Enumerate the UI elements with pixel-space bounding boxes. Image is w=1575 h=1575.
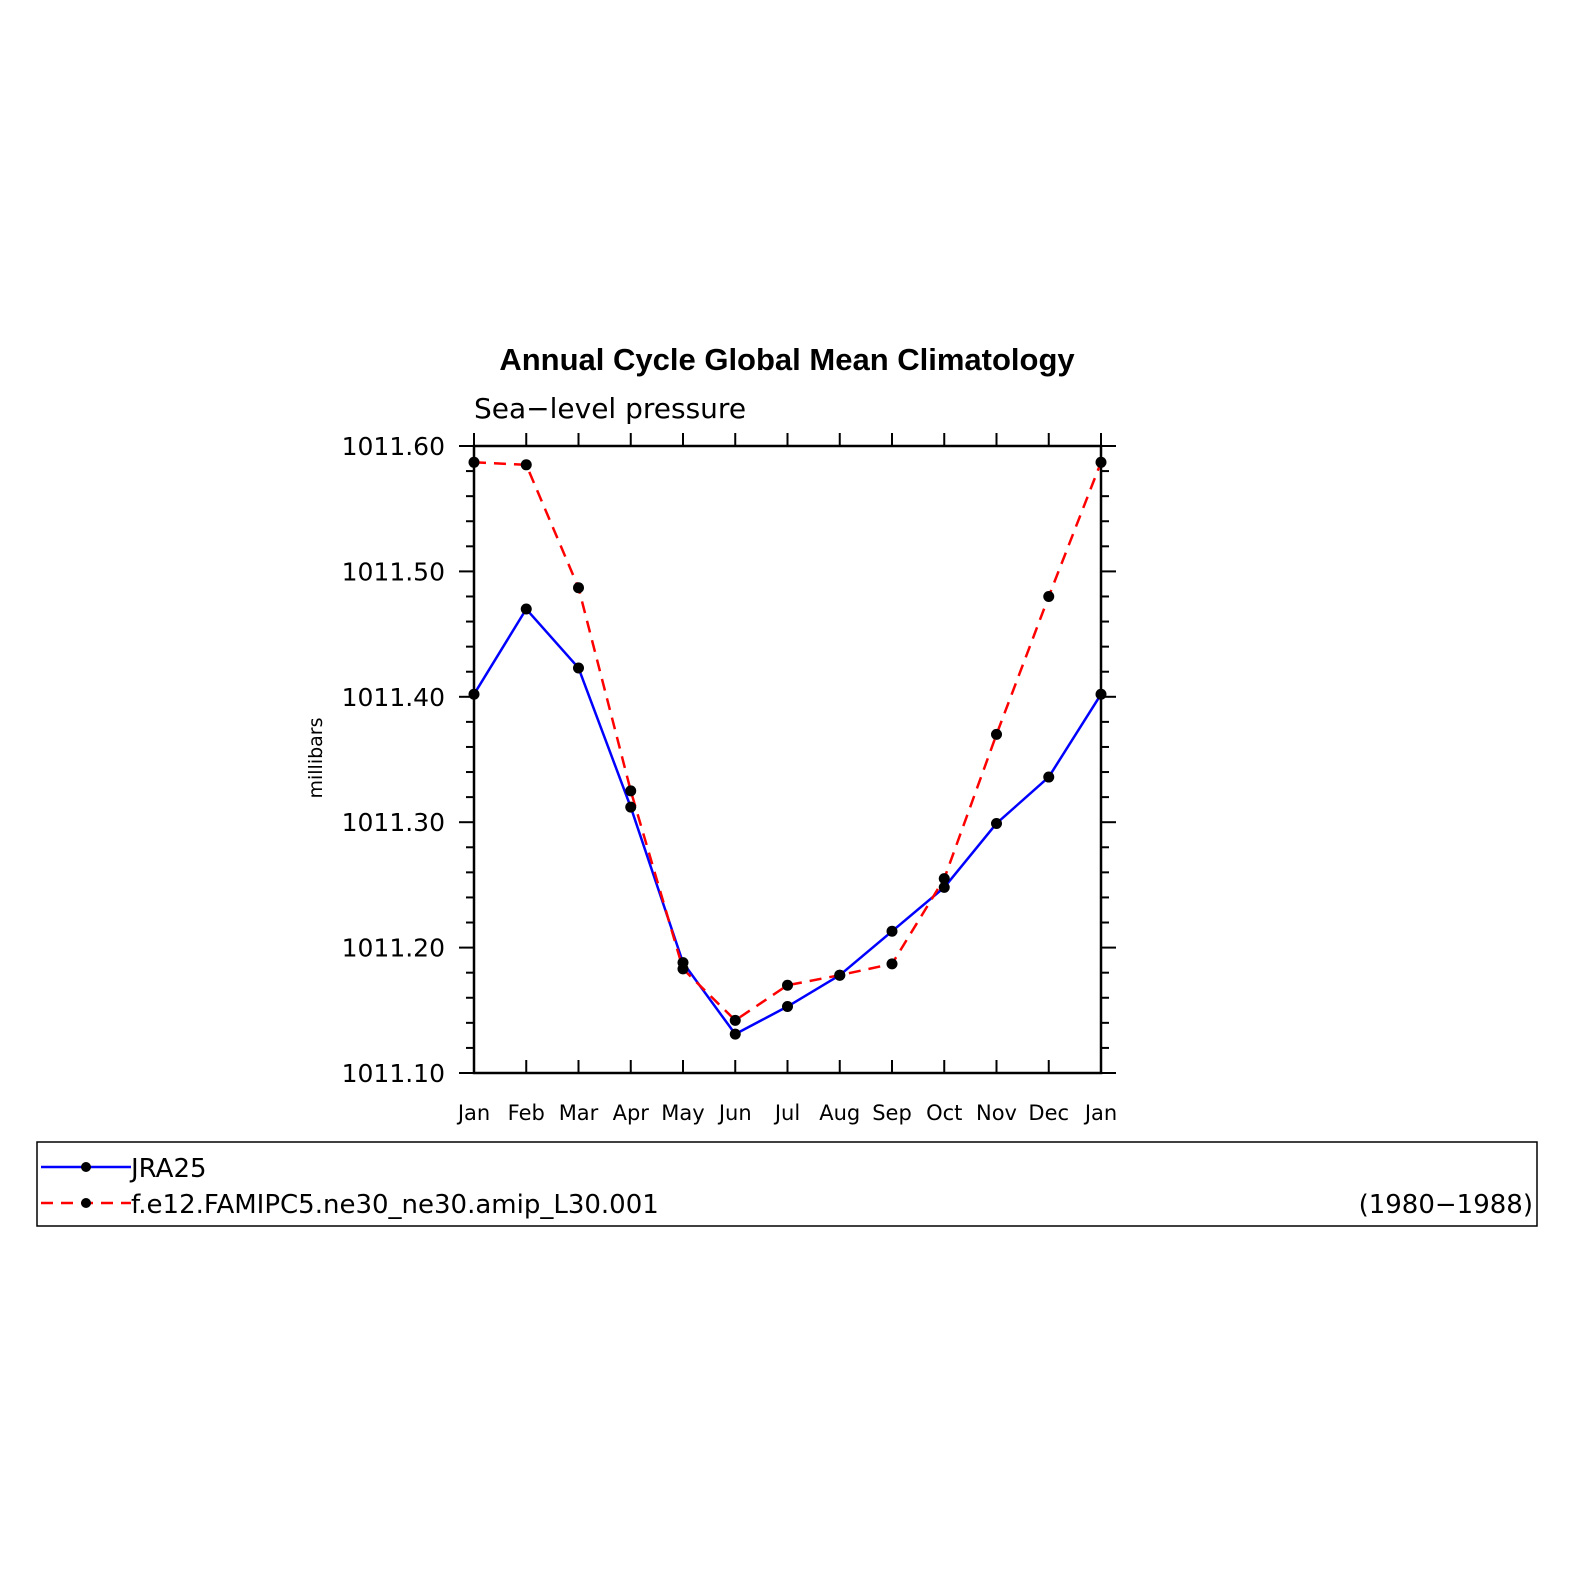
data-point-series-1 bbox=[834, 969, 846, 981]
data-point-series-1 bbox=[468, 456, 480, 468]
data-point-series-1 bbox=[573, 582, 584, 594]
x-tick-label: Dec bbox=[1028, 1101, 1069, 1125]
legend-marker-model bbox=[81, 1198, 91, 1208]
legend: JRA25 f.e12.FAMIPC5.ne30_ne30.amip_L30.0… bbox=[36, 1141, 1538, 1227]
data-point-series-1 bbox=[886, 958, 898, 970]
chart-subtitle: Sea−level pressure bbox=[474, 392, 746, 425]
data-point-series-1 bbox=[782, 979, 793, 991]
x-tick-label: Mar bbox=[559, 1101, 599, 1125]
x-tick-label: Aug bbox=[819, 1101, 860, 1125]
x-tick-label: Jan bbox=[456, 1101, 490, 1125]
y-tick-label: 1011.60 bbox=[342, 432, 445, 461]
y-tick-label: 1011.10 bbox=[342, 1059, 445, 1088]
plot-frame bbox=[472, 444, 1103, 1075]
y-tick-label: 1011.20 bbox=[342, 934, 445, 963]
legend-period: (1980−1988) bbox=[1359, 1190, 1533, 1220]
data-point-series-1 bbox=[1095, 456, 1107, 468]
data-point-series-1 bbox=[729, 1014, 741, 1026]
data-point-series-1 bbox=[677, 963, 689, 975]
series-layer bbox=[468, 456, 1107, 1040]
data-point-series-0 bbox=[625, 801, 637, 813]
x-tick-label: May bbox=[661, 1101, 704, 1125]
y-tick-label: 1011.30 bbox=[342, 808, 445, 837]
x-tick-label: Jul bbox=[773, 1101, 800, 1125]
data-point-series-0 bbox=[938, 881, 950, 893]
series-line-0 bbox=[472, 607, 1103, 1036]
data-point-series-0 bbox=[729, 1028, 741, 1040]
legend-label-model: f.e12.FAMIPC5.ne30_ne30.amip_L30.001 bbox=[131, 1190, 659, 1220]
data-point-series-0 bbox=[782, 1001, 793, 1013]
x-tick-label: Jan bbox=[1083, 1101, 1117, 1125]
chart-title: Annual Cycle Global Mean Climatology bbox=[499, 342, 1075, 377]
data-point-series-0 bbox=[573, 662, 584, 674]
plot-axes: Jan Feb Mar Apr May Jun Jul Aug Sep Oct Nov Dec Jan 1… bbox=[342, 432, 1118, 1125]
data-point-series-1 bbox=[938, 873, 950, 885]
x-tick-label: Sep bbox=[872, 1101, 912, 1125]
x-tick-label: Apr bbox=[613, 1101, 650, 1125]
legend-marker-jra25 bbox=[81, 1162, 91, 1172]
y-axis-label: millibars bbox=[305, 717, 327, 798]
y-tick-label: 1011.50 bbox=[342, 557, 445, 586]
y-tick-label: 1011.40 bbox=[342, 683, 445, 712]
legend-label-jra25: JRA25 bbox=[129, 1154, 207, 1184]
data-point-series-1 bbox=[991, 728, 1002, 740]
data-point-series-0 bbox=[468, 688, 480, 700]
data-point-series-0 bbox=[520, 603, 532, 615]
x-tick-label: Nov bbox=[976, 1101, 1017, 1125]
x-tick-label: Jun bbox=[717, 1101, 752, 1125]
x-tick-label: Feb bbox=[508, 1101, 545, 1125]
data-point-series-1 bbox=[520, 459, 532, 471]
data-point-series-0 bbox=[1043, 771, 1055, 783]
data-point-series-0 bbox=[886, 925, 898, 937]
legend-box bbox=[36, 1141, 1538, 1227]
data-point-series-1 bbox=[625, 785, 637, 797]
data-point-series-0 bbox=[1095, 688, 1107, 700]
x-tick-label: Oct bbox=[926, 1101, 962, 1125]
data-point-series-1 bbox=[1043, 590, 1055, 602]
series-line-1 bbox=[473, 461, 1103, 1022]
data-point-series-0 bbox=[991, 817, 1002, 829]
